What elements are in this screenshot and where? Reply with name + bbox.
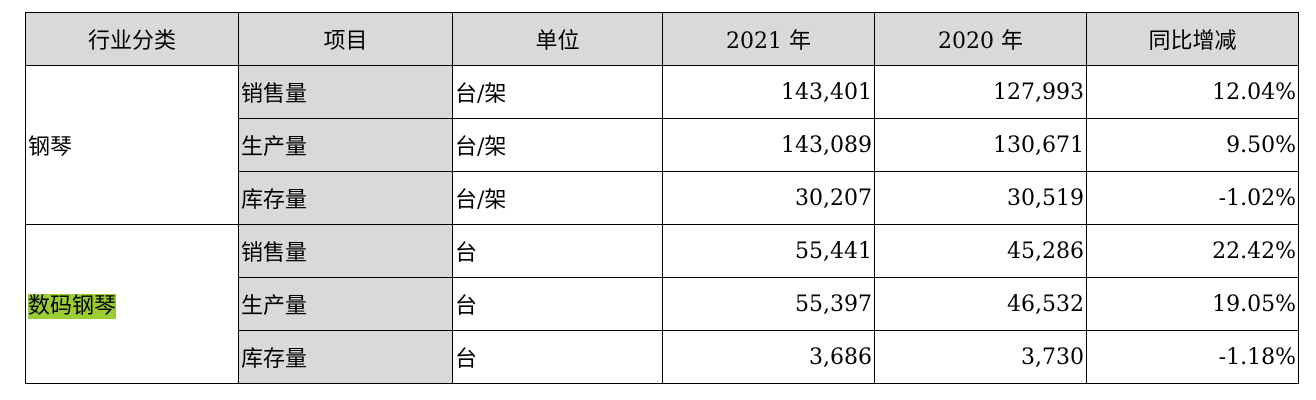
- item-cell: 生产量: [238, 277, 453, 331]
- yoy-cell: -1.02%: [1086, 171, 1299, 225]
- value-2020-cell: 127,993: [874, 65, 1087, 119]
- unit-cell: 台: [452, 224, 663, 278]
- value-2021-cell: 143,401: [662, 65, 875, 119]
- yoy-cell: 22.42%: [1086, 224, 1299, 278]
- yoy-cell: 12.04%: [1086, 65, 1299, 119]
- table-row: 库存量 台 3,686 3,730 -1.18%: [26, 330, 1299, 384]
- item-cell: 销售量: [238, 65, 453, 119]
- value-2020-cell: 45,286: [874, 224, 1087, 278]
- value-2020-cell: 3,730: [874, 330, 1087, 384]
- category-label: 钢琴: [28, 135, 73, 160]
- value-2021-cell: 3,686: [662, 330, 875, 384]
- unit-cell: 台/架: [452, 171, 663, 225]
- unit-cell: 台: [452, 330, 663, 384]
- unit-cell: 台/架: [452, 118, 663, 172]
- value-2021-cell: 30,207: [662, 171, 875, 225]
- table-header-row: 行业分类 项目 单位 2021 年 2020 年 同比增减: [25, 12, 1299, 66]
- yoy-cell: 19.05%: [1086, 277, 1299, 331]
- value-2021-cell: 55,397: [662, 277, 875, 331]
- yoy-cell: 9.50%: [1086, 118, 1299, 172]
- category-cell: 数码钢琴: [25, 224, 239, 384]
- header-yoy-change: 同比增减: [1086, 12, 1299, 66]
- table-row: 生产量 台 55,397 46,532 19.05%: [26, 277, 1299, 331]
- value-2021-cell: 55,441: [662, 224, 875, 278]
- item-cell: 库存量: [238, 171, 453, 225]
- item-cell: 生产量: [238, 118, 453, 172]
- unit-cell: 台/架: [452, 65, 663, 119]
- category-label-highlighted: 数码钢琴: [28, 294, 117, 319]
- header-2020: 2020 年: [874, 12, 1087, 66]
- header-2021: 2021 年: [662, 12, 875, 66]
- item-cell: 库存量: [238, 330, 453, 384]
- value-2020-cell: 30,519: [874, 171, 1087, 225]
- table-row: 库存量 台/架 30,207 30,519 -1.02%: [26, 171, 1299, 225]
- yoy-cell: -1.18%: [1086, 330, 1299, 384]
- value-2021-cell: 143,089: [662, 118, 875, 172]
- table-row: 生产量 台/架 143,089 130,671 9.50%: [26, 118, 1299, 172]
- unit-cell: 台: [452, 277, 663, 331]
- table-row: 数码钢琴 销售量 台 55,441 45,286 22.42%: [25, 224, 1299, 384]
- header-unit: 单位: [452, 12, 663, 66]
- value-2020-cell: 46,532: [874, 277, 1087, 331]
- header-industry-category: 行业分类: [25, 12, 239, 66]
- value-2020-cell: 130,671: [874, 118, 1087, 172]
- table-row: 钢琴 销售量 台/架 143,401 127,993 12.04%: [25, 65, 1299, 225]
- header-item: 项目: [238, 12, 453, 66]
- item-cell: 销售量: [238, 224, 453, 278]
- category-cell: 钢琴: [25, 65, 239, 225]
- production-sales-table: 行业分类 项目 单位 2021 年 2020 年 同比增减 钢琴 销售量 台/架…: [25, 12, 1299, 384]
